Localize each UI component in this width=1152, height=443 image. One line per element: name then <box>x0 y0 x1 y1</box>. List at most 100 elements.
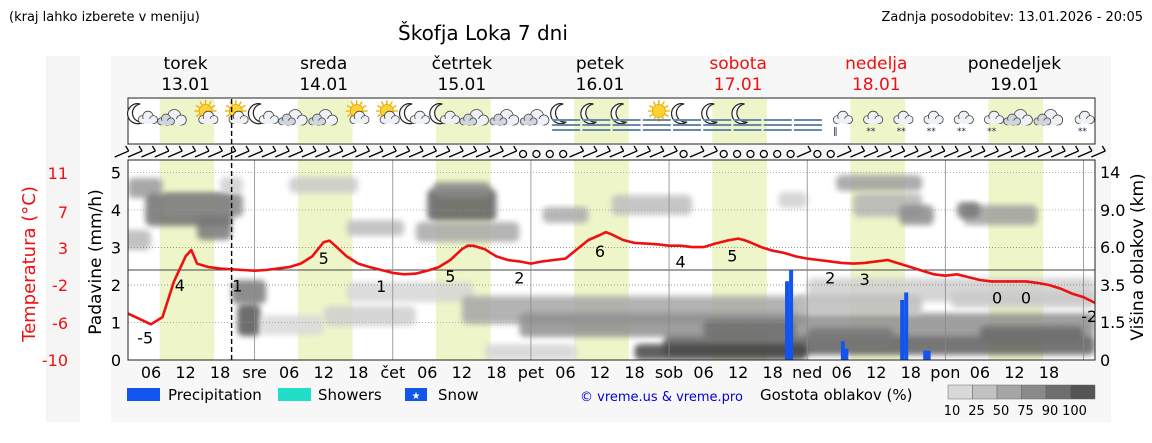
day-name: sobota <box>709 54 767 74</box>
temperature-value-label: -2 <box>1081 307 1097 326</box>
wind-barb-icon <box>208 145 223 158</box>
precip-bar <box>926 350 931 360</box>
precip-bar <box>844 348 849 360</box>
x-tick-label: 18 <box>486 363 506 382</box>
cloud-height-tick-label: 3.5 <box>1100 276 1125 295</box>
cloud-icon <box>1033 109 1064 126</box>
x-tick-label: 06 <box>279 363 299 382</box>
wind-calm-icon <box>532 149 541 159</box>
legend-precip-label: Precipitation <box>168 386 262 404</box>
cloud-height-tick-label: 14 <box>1100 163 1120 182</box>
wind-barb-icon <box>1010 145 1026 158</box>
credit-link[interactable]: © vreme.us & vreme.pro <box>580 390 743 405</box>
wind-calm-icon <box>732 149 742 159</box>
wind-barb-icon <box>596 145 611 158</box>
x-tick-label: 12 <box>866 363 886 382</box>
cloud-density-label: 10 <box>944 404 961 419</box>
x-tick-label: 06 <box>417 363 437 382</box>
wind-barb-icon <box>689 145 705 158</box>
day-date: 13.01 <box>161 75 210 95</box>
cloud-density-patch <box>220 177 244 193</box>
wind-barb-icon <box>1050 145 1066 158</box>
moon-cloud-icon <box>127 103 158 125</box>
snow-cloud-icon: ** <box>1074 110 1095 137</box>
cloud-height-tick-label: 1.5 <box>1100 313 1125 332</box>
x-tick-label: 06 <box>832 363 852 382</box>
cloud-density-patch <box>835 175 923 191</box>
day-name: petek <box>576 54 624 74</box>
cloud-density-label: 75 <box>1017 404 1034 419</box>
moon-fog-icon <box>550 103 581 131</box>
cloud-density-patch <box>951 292 1095 308</box>
cloud-legend-title: Gostota oblakov (%) <box>760 386 913 404</box>
moon-fog-icon <box>670 103 702 131</box>
svg-text:**: ** <box>927 127 937 137</box>
wind-barb-icon <box>475 145 491 158</box>
x-tick-label: 12 <box>175 363 195 382</box>
wind-barb-icon <box>261 145 277 158</box>
wind-barb-icon <box>328 145 344 158</box>
day-date: 14.01 <box>299 75 348 95</box>
wind-barb-icon <box>127 145 143 158</box>
daylight-band <box>159 160 215 360</box>
x-tick-label: 12 <box>728 363 748 382</box>
wind-barb-icon <box>315 145 330 158</box>
wind-barb-icon <box>703 145 718 158</box>
precip-tick-label: 5 <box>111 164 121 183</box>
day-date: 17.01 <box>714 75 763 95</box>
cloud-height-tick-label: 9.0 <box>1100 201 1125 220</box>
wind-calm-icon <box>545 149 554 159</box>
wind-barb-icon <box>274 145 290 158</box>
wind-barb-icon <box>796 145 812 158</box>
day-date: 18.01 <box>852 75 901 95</box>
snow-cloud-icon: ** <box>893 110 914 137</box>
wind-barb-icon <box>970 145 986 158</box>
cloud-density-label: 50 <box>993 404 1010 419</box>
wind-barb-icon <box>877 145 892 158</box>
svg-text:‖: ‖ <box>833 127 838 137</box>
location-note[interactable]: (kraj lahko izberete v meniju) <box>9 10 200 25</box>
wind-calm-icon <box>719 149 728 159</box>
wind-calm-icon <box>773 149 782 159</box>
wind-calm-icon <box>559 149 568 159</box>
wind-calm-icon <box>759 149 769 159</box>
temperature-value-label: 1 <box>232 277 242 296</box>
moon-fog-icon <box>701 103 732 131</box>
wind-barb-icon <box>1077 145 1093 158</box>
wind-barb-icon <box>288 145 304 158</box>
wind-barb-icon <box>435 145 451 158</box>
wind-barb-icon <box>890 145 906 158</box>
wind-barb-icon <box>622 145 638 158</box>
wind-barb-icon <box>341 145 357 158</box>
x-tick-label: 06 <box>555 363 575 382</box>
cloud-density-swatch <box>947 384 973 400</box>
wind-barb-icon <box>462 145 478 158</box>
wind-calm-icon <box>746 149 755 159</box>
precip-tick-label: 0 <box>111 351 121 370</box>
x-tick-label: ned <box>792 363 822 382</box>
svg-text:**: ** <box>1078 127 1088 137</box>
temperature-value-label: 4 <box>675 253 685 272</box>
page-title: Škofja Loka 7 dni <box>398 21 568 45</box>
cloud-icon <box>1003 109 1033 126</box>
cloud-density-legend: 10 25 50 75 90 100 <box>944 384 1096 419</box>
wind-calm-icon <box>518 149 528 159</box>
cloud-density-patch <box>346 220 405 236</box>
wind-barb-icon <box>194 145 210 158</box>
precip-bar <box>789 270 794 360</box>
day-date: 16.01 <box>576 75 625 95</box>
wind-barb-icon <box>154 145 170 158</box>
wind-barb-icon <box>636 145 652 158</box>
precip-tick-label: 1 <box>111 314 121 333</box>
wind-barb-icon <box>141 145 157 158</box>
wind-barb-icon <box>395 145 411 158</box>
temperature-value-label: 2 <box>825 268 835 287</box>
cloud-density-patch <box>807 328 894 348</box>
temp-tick-label: 3 <box>58 239 68 258</box>
wind-row <box>114 145 1106 159</box>
wind-barb-icon <box>662 145 678 158</box>
day-name: četrtek <box>432 54 493 74</box>
x-tick-label: 12 <box>590 363 610 382</box>
